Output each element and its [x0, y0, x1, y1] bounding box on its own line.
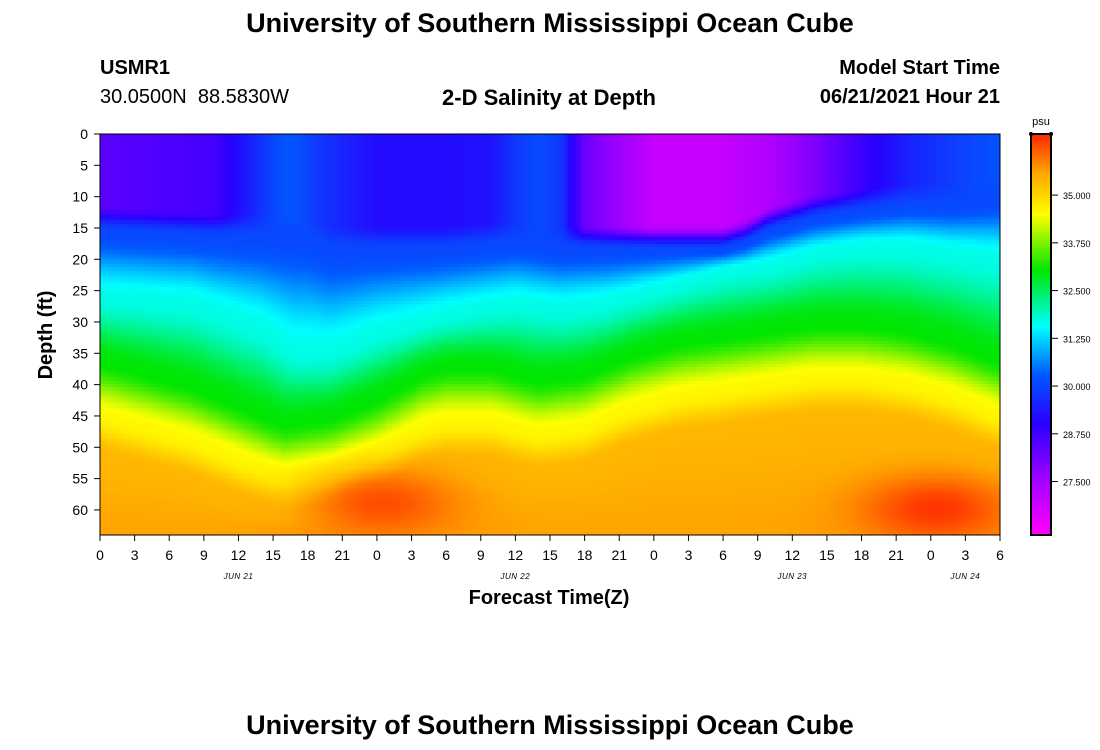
y-tick-label: 45	[72, 408, 88, 424]
y-tick-label: 10	[72, 189, 88, 205]
colorbar-tick-label: 30.000	[1063, 382, 1091, 392]
colorbar-ticks: 35.000 33.750 32.500 31.250 30.000 28.750 27.5…	[1051, 191, 1091, 488]
x-tick-label: 9	[477, 547, 485, 563]
x-tick-label: 0	[96, 547, 104, 563]
x-tick-label: 21	[888, 547, 904, 563]
y-tick-label: 40	[72, 377, 88, 393]
model-start-label: Model Start Time	[839, 57, 1000, 79]
y-tick-label: 35	[72, 345, 88, 361]
x-tick-label: 21	[611, 547, 627, 563]
y-tick-label: 50	[72, 439, 88, 455]
colorbar-tick-label: 35.000	[1063, 191, 1091, 201]
station-coordinates: 30.0500N 88.5830W	[100, 86, 290, 108]
x-tick-label: 3	[961, 547, 969, 563]
colorbar-unit: psu	[1032, 116, 1050, 128]
x-tick-label: 15	[819, 547, 835, 563]
x-tick-label: 6	[719, 547, 727, 563]
date-label: JUN 21	[223, 572, 254, 581]
colorbar-frame	[1030, 133, 1052, 536]
station-id: USMR1	[100, 57, 171, 79]
y-axis-label: Depth (ft)	[35, 291, 57, 380]
x-tick-label: 0	[373, 547, 381, 563]
y-tick-label: 0	[80, 126, 88, 142]
date-label: JUN 22	[500, 572, 531, 581]
salinity-heatmap	[100, 134, 1000, 535]
y-tick-label: 25	[72, 283, 88, 299]
colorbar-tick-label: 28.750	[1063, 430, 1091, 440]
x-tick-label: 3	[408, 547, 416, 563]
x-tick-label: 6	[996, 547, 1004, 563]
x-tick-label: 3	[685, 547, 693, 563]
x-tick-label: 21	[335, 547, 351, 563]
x-tick-label: 12	[785, 547, 801, 563]
y-tick-label: 60	[72, 502, 88, 518]
y-tick-label: 5	[80, 157, 88, 173]
date-labels: JUN 21 JUN 22 JUN 23 JUN 24	[223, 572, 981, 581]
x-tick-label: 12	[231, 547, 247, 563]
x-axis-label: Forecast Time(Z)	[469, 587, 630, 609]
y-tick-label: 15	[72, 220, 88, 236]
colorbar-end-top	[1029, 132, 1033, 136]
x-tick-label: 0	[927, 547, 935, 563]
colorbar-tick-label: 32.500	[1063, 287, 1091, 297]
x-tick-label: 9	[200, 547, 208, 563]
x-tick-label: 6	[442, 547, 450, 563]
x-tick-label: 18	[300, 547, 316, 563]
y-tick-label: 30	[72, 314, 88, 330]
x-axis: 0 3 6 9 12 15 18 21 0 3 6 9 12 15 18 21 0 3 6 9 12 15 18 21 0 3 6	[96, 535, 1004, 563]
date-label: JUN 24	[950, 572, 981, 581]
date-label: JUN 23	[776, 572, 807, 581]
model-start-time: 06/21/2021 Hour 21	[819, 86, 1000, 108]
chart-title: 2-D Salinity at Depth	[442, 85, 656, 110]
y-tick-label: 55	[72, 471, 88, 487]
x-tick-label: 12	[508, 547, 524, 563]
colorbar-tick-label: 33.750	[1063, 239, 1091, 249]
x-tick-label: 0	[650, 547, 658, 563]
colorbar-end-top	[1049, 132, 1053, 136]
y-tick-label: 20	[72, 251, 88, 267]
colorbar-tick-label: 31.250	[1063, 334, 1091, 344]
y-axis: 0 5 10 15 20 25 30 35 40 45 50 55 60	[72, 126, 100, 518]
x-tick-label: 3	[131, 547, 139, 563]
colorbar-tick-label: 27.500	[1063, 478, 1091, 488]
x-tick-label: 6	[165, 547, 173, 563]
x-tick-label: 18	[577, 547, 593, 563]
x-tick-label: 15	[542, 547, 558, 563]
footer-title: University of Southern Mississippi Ocean…	[246, 710, 854, 740]
page-title: University of Southern Mississippi Ocean…	[246, 8, 854, 38]
colorbar	[1031, 134, 1051, 535]
x-tick-label: 15	[265, 547, 281, 563]
x-tick-label: 18	[854, 547, 870, 563]
x-tick-label: 9	[754, 547, 762, 563]
